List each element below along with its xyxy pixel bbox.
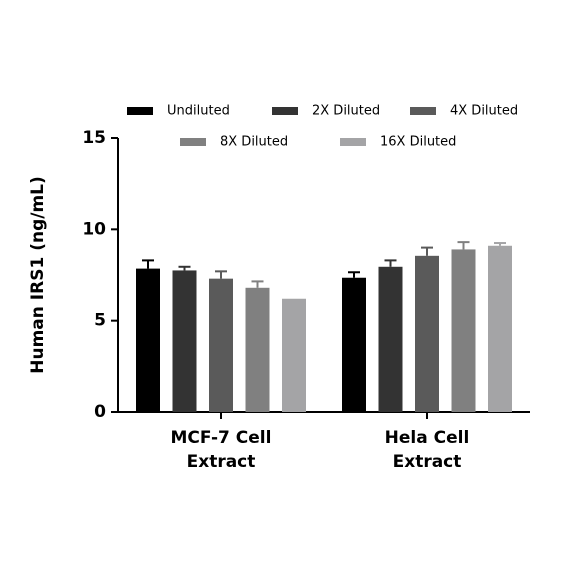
bar — [245, 287, 270, 412]
legend-swatch — [180, 138, 206, 146]
legend-label: 2X Diluted — [312, 104, 380, 119]
error-bar — [384, 259, 397, 267]
error-bar — [494, 242, 506, 246]
bar — [282, 298, 306, 412]
bar — [451, 249, 476, 412]
error-bar — [457, 241, 470, 250]
bar — [172, 270, 197, 412]
y-tick-label: 15 — [82, 128, 106, 148]
error-bar — [142, 259, 154, 269]
y-tick-label: 10 — [82, 219, 106, 239]
bar — [488, 245, 512, 412]
error-bar — [348, 271, 360, 278]
bar — [136, 268, 160, 412]
legend-swatch — [272, 107, 298, 115]
bar — [342, 277, 366, 412]
bar — [378, 266, 403, 412]
legend-label: Undiluted — [167, 104, 230, 119]
error-bar — [251, 280, 264, 288]
error-bar — [421, 246, 433, 256]
x-tick-label: MCF-7 Cell Extract — [171, 428, 272, 472]
y-tick-label: 5 — [94, 311, 106, 331]
legend-swatch — [340, 138, 366, 146]
y-tick-label: 0 — [94, 402, 106, 422]
legend-swatch — [127, 107, 153, 115]
error-bar — [215, 270, 227, 279]
y-axis-label: Human IRS1 (ng/mL) — [28, 176, 48, 374]
bar — [209, 278, 233, 412]
legend-label: 16X Diluted — [380, 135, 456, 150]
bar — [415, 255, 439, 412]
legend-label: 8X Diluted — [220, 135, 288, 150]
legend-label: 4X Diluted — [450, 104, 518, 119]
x-tick-label: Hela Cell Extract — [385, 428, 470, 472]
error-bar — [178, 265, 191, 271]
legend-swatch — [410, 107, 436, 115]
